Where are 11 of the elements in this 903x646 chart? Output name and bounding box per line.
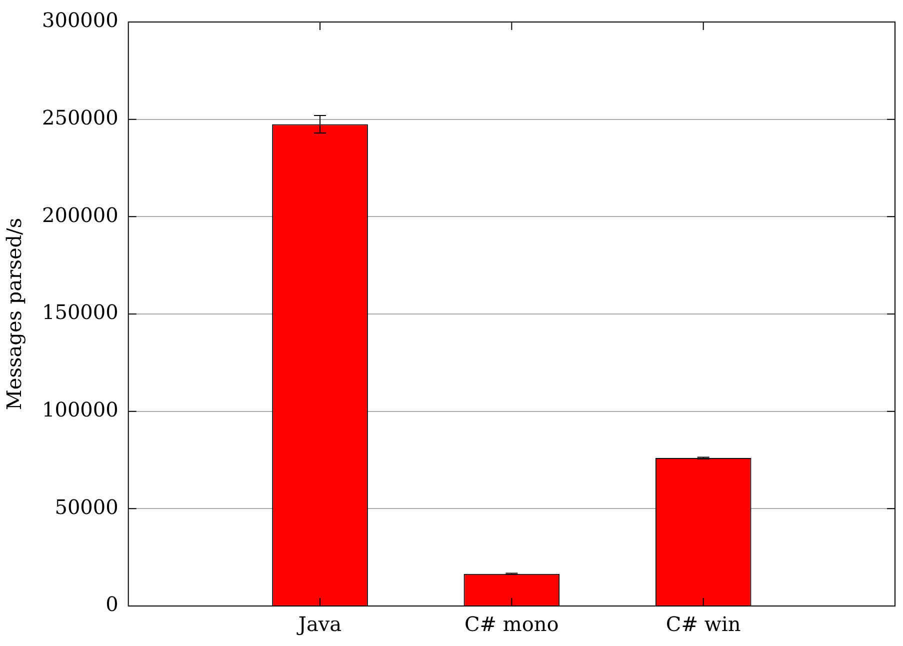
y-tick-label: 250000 xyxy=(42,106,118,130)
y-tick-label: 150000 xyxy=(42,300,118,324)
x-tick-label: C# win xyxy=(666,612,741,636)
y-tick-label: 50000 xyxy=(54,494,118,519)
y-tick-label: 200000 xyxy=(42,202,118,227)
x-tick-label: Java xyxy=(296,612,342,636)
y-axis-title: Messages parsed/s xyxy=(2,218,26,410)
y-tick-label: 0 xyxy=(106,592,118,616)
y-tick-label: 300000 xyxy=(42,8,118,32)
y-tick-label: 100000 xyxy=(42,398,118,422)
x-tick-label: C# mono xyxy=(464,612,559,636)
